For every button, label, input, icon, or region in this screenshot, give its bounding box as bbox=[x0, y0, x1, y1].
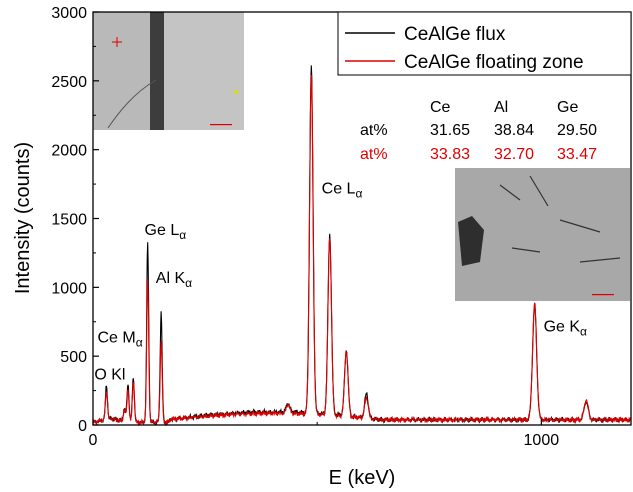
inset-marker-dot bbox=[234, 90, 238, 94]
legend: CeAlGe flux CeAlGe floating zone bbox=[337, 11, 632, 76]
peak-label: Al Kα bbox=[156, 270, 192, 290]
sem-inset-flux bbox=[93, 12, 244, 130]
spectrum-traces bbox=[92, 65, 632, 427]
table-row-label: at% bbox=[360, 122, 388, 139]
table-cell: 33.47 bbox=[557, 146, 597, 163]
inset-crack bbox=[150, 12, 164, 130]
inset-features bbox=[499, 175, 621, 263]
x-tick-label: 0 bbox=[89, 432, 98, 449]
inset-marker bbox=[112, 37, 122, 47]
inset-scratch bbox=[107, 79, 157, 129]
table-cell: 31.65 bbox=[430, 122, 470, 139]
table-cell: 32.70 bbox=[494, 146, 534, 163]
axes: 0 500 1000 1500 2000 2500 3000 0 1000 bbox=[51, 5, 559, 449]
y-axis-label: Intensity (counts) bbox=[12, 142, 34, 294]
peak-label: O Kl bbox=[94, 367, 125, 384]
peak-label: Ce Lα bbox=[322, 181, 363, 201]
peak-label: Ce Mα bbox=[97, 329, 142, 349]
y-tick-label: 500 bbox=[60, 349, 87, 366]
y-tick-label: 1000 bbox=[51, 280, 87, 297]
inset-scalebar bbox=[592, 294, 614, 296]
composition-table: Ce Al Ge at% 31.65 38.84 29.50 at% 33.83 32.70 33.… bbox=[360, 99, 597, 163]
inset-particle bbox=[458, 216, 484, 266]
legend-label: CeAlGe flux bbox=[404, 24, 506, 45]
y-tick-label: 3000 bbox=[51, 5, 87, 22]
inset-background bbox=[455, 168, 630, 301]
series-line bbox=[92, 74, 632, 427]
y-tick-label: 2500 bbox=[51, 74, 87, 91]
peak-label: Ge Kα bbox=[544, 318, 587, 338]
table-header: Ce bbox=[430, 99, 451, 116]
table-cell: 38.84 bbox=[494, 122, 534, 139]
x-axis-label: E (keV) bbox=[329, 467, 396, 489]
legend-box bbox=[337, 11, 632, 76]
sem-inset-floating-zone bbox=[455, 168, 630, 301]
peak-annotations: Ge Lα Al Kα Ce Mα O Kl Ce Lα Ge Kα bbox=[94, 181, 587, 384]
inset-scalebar bbox=[210, 124, 232, 126]
table-row-label: at% bbox=[360, 146, 388, 163]
inset-region bbox=[164, 12, 244, 130]
table-header: Al bbox=[494, 99, 508, 116]
legend-label: CeAlGe floating zone bbox=[404, 52, 584, 73]
table-header: Ge bbox=[557, 99, 578, 116]
table-cell: 29.50 bbox=[557, 122, 597, 139]
y-tick-label: 1500 bbox=[51, 212, 87, 229]
x-tick-label: 1000 bbox=[524, 432, 560, 449]
y-tick-label: 0 bbox=[78, 418, 87, 435]
table-cell: 33.83 bbox=[430, 146, 470, 163]
peak-label: Ge Lα bbox=[145, 222, 187, 242]
y-tick-label: 2000 bbox=[51, 143, 87, 160]
